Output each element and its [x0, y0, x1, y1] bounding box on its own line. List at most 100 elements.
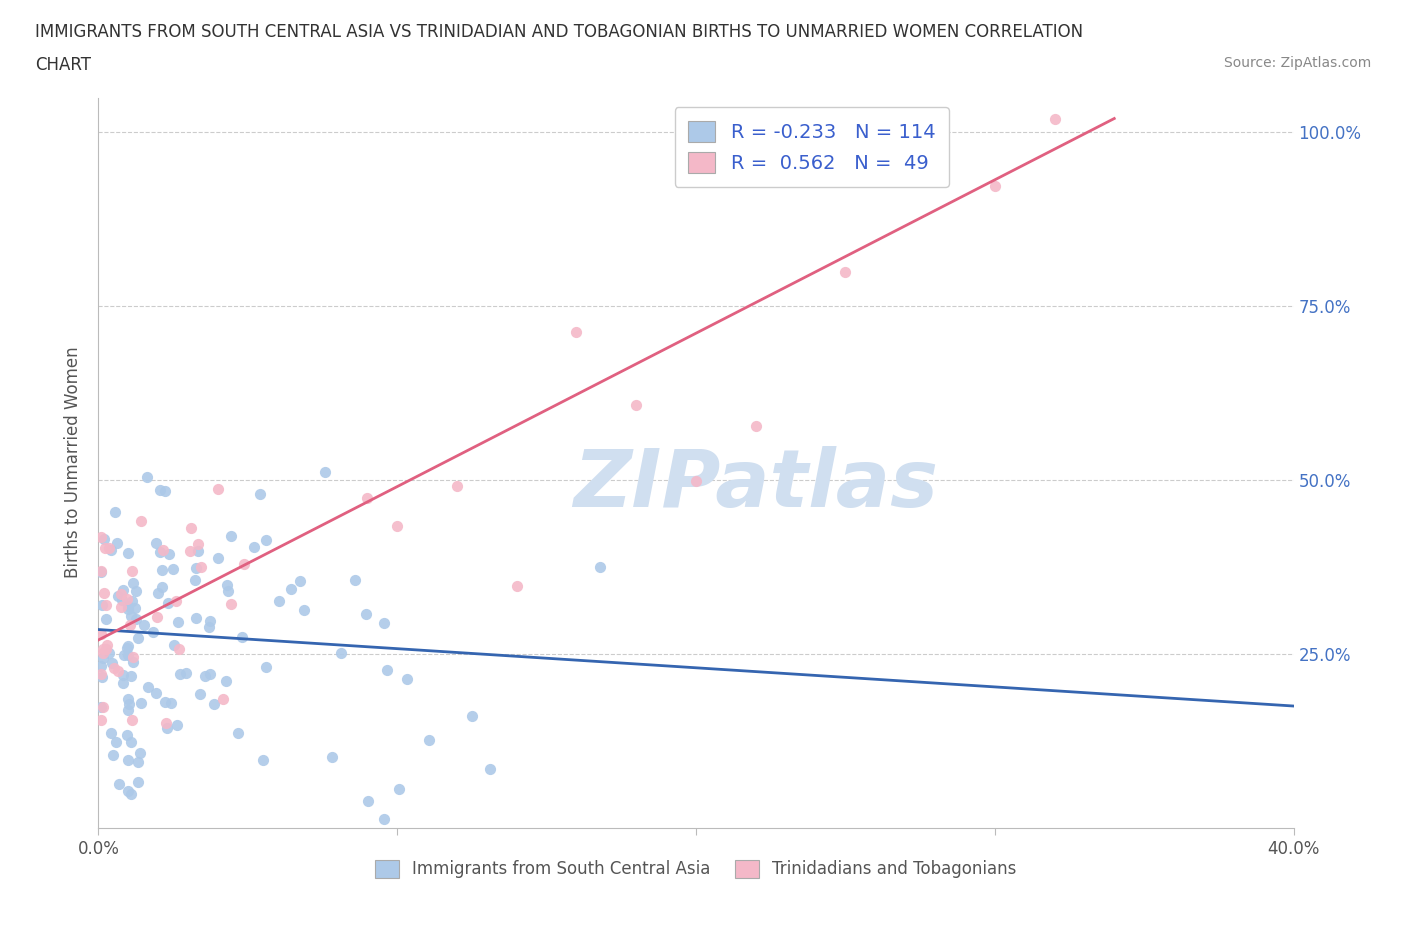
- Point: [249, 486, 271, 501]
- Point: [186, 561, 208, 576]
- Point: [90, 667, 112, 682]
- Point: [104, 735, 127, 750]
- Point: [153, 484, 176, 498]
- Point: [101, 748, 124, 763]
- Point: [93, 586, 115, 601]
- Point: [91, 651, 114, 666]
- Point: [112, 582, 135, 597]
- Point: [288, 574, 311, 589]
- Point: [90, 712, 112, 727]
- Text: IMMIGRANTS FROM SOUTH CENTRAL ASIA VS TRINIDADIAN AND TOBAGONIAN BIRTHS TO UNMAR: IMMIGRANTS FROM SOUTH CENTRAL ASIA VS TR…: [35, 23, 1083, 41]
- Point: [207, 482, 229, 497]
- Point: [330, 645, 353, 660]
- Point: [122, 650, 145, 665]
- Point: [149, 544, 172, 559]
- Point: [254, 532, 277, 547]
- Point: [156, 595, 179, 610]
- Point: [589, 559, 612, 574]
- Point: [267, 594, 290, 609]
- Point: [373, 812, 395, 827]
- Point: [834, 265, 856, 280]
- Point: [111, 667, 134, 682]
- Point: [135, 470, 157, 485]
- Point: [243, 539, 266, 554]
- Point: [121, 564, 143, 578]
- Point: [167, 642, 190, 657]
- Point: [152, 579, 174, 594]
- Point: [134, 618, 156, 632]
- Point: [112, 675, 135, 690]
- Point: [94, 612, 117, 627]
- Point: [254, 659, 277, 674]
- Point: [187, 537, 209, 551]
- Point: [145, 685, 167, 700]
- Point: [354, 607, 377, 622]
- Point: [226, 726, 249, 741]
- Point: [221, 597, 243, 612]
- Point: [124, 601, 146, 616]
- Point: [685, 473, 707, 488]
- Point: [120, 735, 142, 750]
- Point: [93, 531, 115, 546]
- Point: [101, 656, 124, 671]
- Point: [129, 696, 152, 711]
- Point: [163, 638, 186, 653]
- Point: [356, 490, 378, 505]
- Point: [373, 616, 395, 631]
- Point: [90, 564, 112, 578]
- Point: [388, 782, 411, 797]
- Point: [129, 514, 152, 529]
- Point: [396, 672, 419, 687]
- Point: [136, 679, 159, 694]
- Point: [314, 464, 336, 479]
- Text: Source: ZipAtlas.com: Source: ZipAtlas.com: [1223, 56, 1371, 70]
- Legend: Immigrants from South Central Asia, Trinidadians and Tobagonians: Immigrants from South Central Asia, Trin…: [368, 853, 1024, 885]
- Point: [321, 750, 343, 764]
- Point: [115, 591, 138, 606]
- Text: ZIPatlas: ZIPatlas: [574, 445, 938, 524]
- Point: [153, 695, 176, 710]
- Point: [117, 647, 139, 662]
- Point: [107, 663, 129, 678]
- Point: [292, 603, 315, 618]
- Point: [104, 504, 127, 519]
- Point: [112, 648, 135, 663]
- Point: [198, 666, 221, 681]
- Point: [96, 638, 118, 653]
- Point: [157, 547, 180, 562]
- Point: [357, 794, 380, 809]
- Point: [219, 529, 242, 544]
- Point: [118, 697, 141, 711]
- Point: [91, 670, 114, 684]
- Point: [198, 613, 221, 628]
- Point: [924, 151, 946, 166]
- Point: [162, 562, 184, 577]
- Point: [120, 618, 142, 632]
- Point: [252, 753, 274, 768]
- Point: [121, 576, 143, 591]
- Point: [146, 585, 169, 600]
- Point: [117, 752, 139, 767]
- Point: [1043, 111, 1066, 126]
- Point: [156, 720, 179, 735]
- Point: [90, 565, 112, 579]
- Point: [127, 754, 149, 769]
- Point: [98, 645, 121, 660]
- Point: [117, 599, 139, 614]
- Text: CHART: CHART: [35, 56, 91, 73]
- Point: [280, 581, 302, 596]
- Point: [146, 610, 169, 625]
- Point: [377, 662, 399, 677]
- Point: [506, 578, 529, 593]
- Point: [233, 556, 256, 571]
- Point: [183, 573, 205, 588]
- Point: [100, 725, 122, 740]
- Point: [187, 544, 209, 559]
- Point: [145, 536, 167, 551]
- Point: [110, 600, 132, 615]
- Point: [117, 640, 139, 655]
- Point: [120, 609, 142, 624]
- Point: [117, 702, 139, 717]
- Point: [215, 673, 238, 688]
- Point: [152, 563, 174, 578]
